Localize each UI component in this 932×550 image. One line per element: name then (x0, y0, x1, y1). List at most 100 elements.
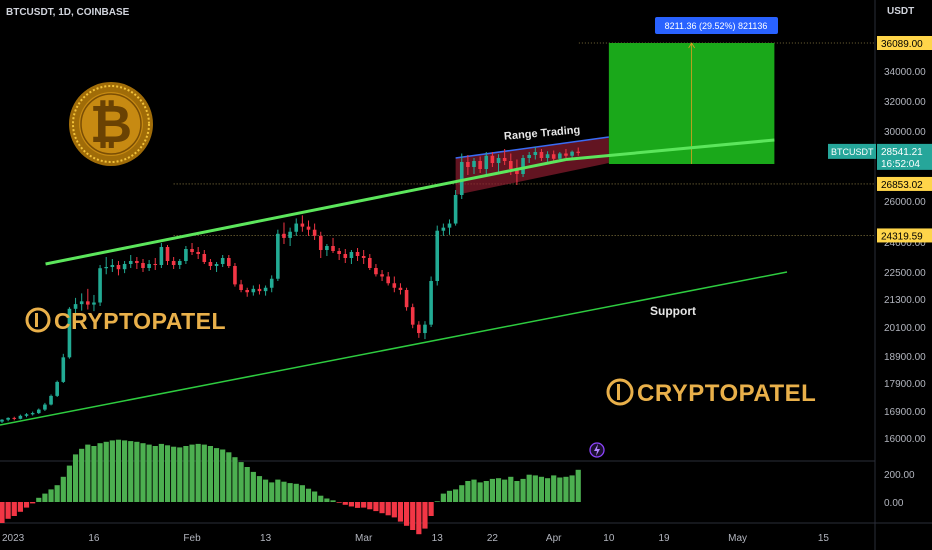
macd-bar (428, 502, 434, 516)
time-tick-label: 2023 (2, 533, 25, 544)
time-tick-label: 10 (603, 533, 615, 544)
candle-body (318, 235, 323, 250)
candle-body (294, 223, 299, 232)
candle-body (135, 261, 139, 263)
macd-bar (305, 488, 312, 502)
candle-body (153, 264, 158, 265)
candle-body (282, 233, 286, 238)
macd-bar (140, 443, 146, 502)
candle-body (368, 258, 372, 268)
macd-bar (403, 502, 410, 526)
candle-body (55, 381, 59, 396)
macd-bar (465, 481, 471, 502)
macd-bar (134, 441, 140, 502)
candle-body (508, 161, 513, 169)
macd-bar (520, 478, 526, 502)
macd-bar (281, 481, 287, 502)
cryptopatel-logo-1: CRYPTOPATEL (25, 307, 226, 334)
macd-bar (23, 502, 30, 508)
macd-bar (183, 446, 189, 502)
candle-body (392, 283, 397, 288)
candle-body (564, 153, 568, 156)
macd-bar (146, 444, 152, 502)
macd-bar (232, 457, 238, 502)
macd-bar (275, 479, 281, 502)
candle-body (558, 153, 562, 159)
macd-bar (410, 502, 416, 530)
candle-body (447, 223, 452, 228)
macd-bar (489, 478, 495, 502)
macd-bar (324, 498, 330, 502)
macd-bar (269, 482, 275, 502)
svg-text:₿: ₿ (90, 95, 132, 155)
macd-bar (514, 481, 520, 502)
macd-bar (207, 446, 214, 502)
candle-body (104, 267, 109, 269)
candle-body (533, 152, 538, 155)
lightning-icon[interactable] (589, 442, 605, 458)
macd-bar (177, 447, 183, 502)
macd-bar (250, 471, 256, 502)
candle-body (159, 247, 164, 265)
candle-body (24, 414, 29, 416)
symbol-title[interactable]: BTCUSDT, 1D, COINBASE (6, 7, 130, 18)
last-price-badge (877, 143, 932, 170)
macd-bar (532, 475, 538, 502)
range-top-line (455, 136, 609, 159)
price-tick-label: 20100.00 (884, 323, 926, 334)
candle-body (30, 413, 35, 415)
price-tick-label: 17900.00 (884, 379, 926, 390)
macd-bar (256, 476, 263, 502)
resistance-extension-line (565, 138, 775, 161)
price-axis[interactable]: 16000.00 16900.00 17900.00 18900.00 20100.00… (828, 36, 932, 509)
support-line (0, 271, 788, 426)
measure-label-box (655, 17, 778, 34)
macd-bar (391, 502, 397, 518)
level-badge (877, 176, 932, 191)
symbol-badge-label: BTCUSDT (831, 147, 874, 157)
macd-bar (575, 469, 581, 502)
candle-body (141, 263, 145, 268)
macd-bar (201, 444, 207, 502)
price-tick-label: 24000.00 (884, 238, 926, 249)
macd-bar (103, 441, 109, 502)
candle-body (300, 223, 305, 227)
level-badge-label: 26853.02 (881, 180, 923, 191)
candle-body (386, 276, 390, 284)
time-tick-label: Apr (546, 533, 562, 544)
candlestick-series (0, 146, 581, 423)
macd-bar (158, 443, 164, 502)
candle-body (79, 301, 84, 305)
price-tick-label: 21300.00 (884, 295, 926, 306)
macd-bar (446, 490, 453, 502)
macd-bar (495, 478, 502, 502)
candle-body (459, 162, 464, 195)
candle-body (374, 268, 378, 275)
macd-bar (348, 502, 355, 507)
macd-bar (42, 493, 48, 502)
candle-body (233, 266, 237, 285)
macd-bar (115, 439, 122, 502)
candle-body (239, 284, 243, 290)
macd-bar (422, 502, 428, 529)
cryptopatel-logo-2: CRYPTOPATEL (606, 378, 816, 407)
macd-bar (171, 446, 177, 502)
macd-bar (36, 497, 42, 502)
macd-bar (299, 485, 305, 502)
macd-bar (164, 445, 171, 502)
macd-tick-label: 0.00 (884, 498, 904, 509)
macd-bar (244, 467, 250, 502)
bitcoin-coin-icon: ₿ (69, 82, 153, 166)
trend-lines[interactable]: Support (0, 138, 788, 426)
time-tick-label: May (728, 533, 747, 544)
macd-bar (79, 448, 85, 502)
time-axis[interactable]: 2023 16 Feb 13 Mar 13 22 Apr 10 19 May 15 (2, 533, 829, 544)
candle-body (539, 152, 544, 158)
candle-body (349, 252, 354, 258)
macd-bar (373, 502, 379, 512)
macd-bar (11, 502, 17, 516)
candle-body (551, 154, 556, 159)
candle-body (43, 404, 47, 410)
macd-bar (72, 454, 79, 502)
